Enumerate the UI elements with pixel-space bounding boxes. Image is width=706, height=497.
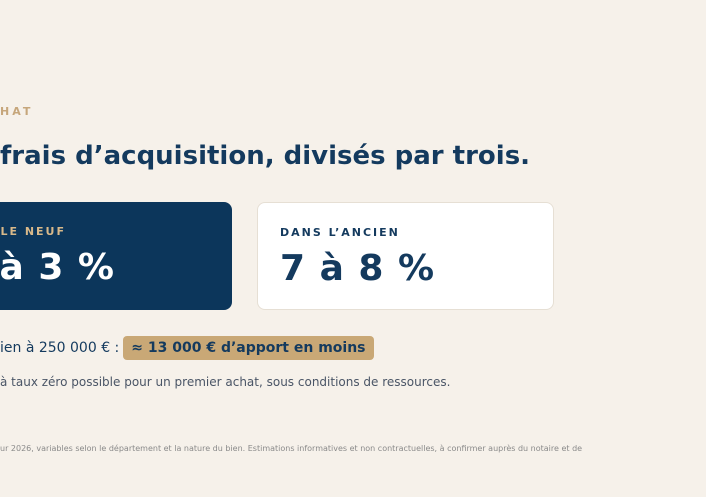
footnote: ur 2026, variables selon le département … xyxy=(0,444,583,453)
loan-note: à taux zéro possible pour un premier ach… xyxy=(0,375,451,389)
card-new-build-value: à 3 % xyxy=(0,247,115,288)
card-old-build-label: DANS L’ANCIEN xyxy=(280,226,400,239)
section-headline: frais d’acquisition, divisés par trois. xyxy=(0,141,531,171)
card-old-build: DANS L’ANCIEN 7 à 8 % xyxy=(257,202,554,310)
saving-row: ien à 250 000 € : ≈ 13 000 € d’apport en… xyxy=(0,334,374,361)
saving-badge: ≈ 13 000 € d’apport en moins xyxy=(123,335,374,360)
card-new-build: LE NEUF à 3 % xyxy=(0,202,232,310)
section-eyebrow: HAT xyxy=(0,105,34,118)
card-new-build-label: LE NEUF xyxy=(0,225,66,238)
saving-text: ien à 250 000 € : xyxy=(0,339,120,356)
card-old-build-value: 7 à 8 % xyxy=(280,248,436,289)
